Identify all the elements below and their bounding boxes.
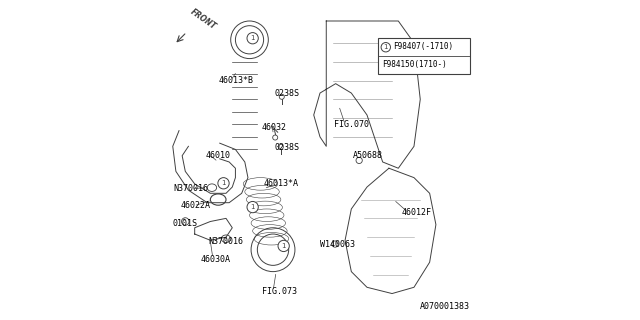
Text: 1: 1 (282, 243, 286, 249)
Text: 1: 1 (250, 35, 255, 41)
Text: N370016: N370016 (209, 237, 244, 246)
Text: 46032: 46032 (262, 123, 287, 132)
Circle shape (278, 240, 289, 252)
Text: 0101S: 0101S (173, 219, 198, 228)
Circle shape (218, 178, 229, 189)
Circle shape (332, 241, 338, 247)
Text: A50688: A50688 (353, 151, 383, 160)
Text: 1: 1 (250, 204, 255, 210)
Circle shape (182, 218, 189, 225)
Text: 1: 1 (383, 44, 388, 50)
Text: 46012F: 46012F (401, 208, 431, 217)
Circle shape (247, 33, 259, 44)
Text: 0238S: 0238S (275, 89, 300, 98)
Text: F984150(1710-): F984150(1710-) (381, 60, 447, 69)
Text: 46010: 46010 (205, 151, 230, 160)
Circle shape (279, 94, 284, 99)
Text: 0238S: 0238S (275, 143, 300, 152)
Circle shape (381, 43, 390, 52)
Text: 46013*B: 46013*B (218, 76, 253, 85)
Text: FIG.073: FIG.073 (262, 287, 297, 297)
Text: FIG.070: FIG.070 (334, 120, 369, 129)
Circle shape (273, 135, 278, 140)
Text: 46022A: 46022A (180, 201, 211, 210)
Text: N370016: N370016 (173, 184, 209, 193)
Text: 46030A: 46030A (201, 255, 231, 264)
Text: FRONT: FRONT (189, 7, 218, 31)
Text: F98407(-1710): F98407(-1710) (393, 42, 453, 51)
Circle shape (247, 202, 259, 213)
FancyBboxPatch shape (378, 38, 470, 74)
Text: W140063: W140063 (320, 241, 355, 250)
Text: 1: 1 (221, 180, 226, 186)
Circle shape (356, 157, 362, 164)
Circle shape (278, 144, 284, 149)
Text: 46013*A: 46013*A (264, 180, 299, 188)
Text: A070001383: A070001383 (420, 301, 470, 311)
